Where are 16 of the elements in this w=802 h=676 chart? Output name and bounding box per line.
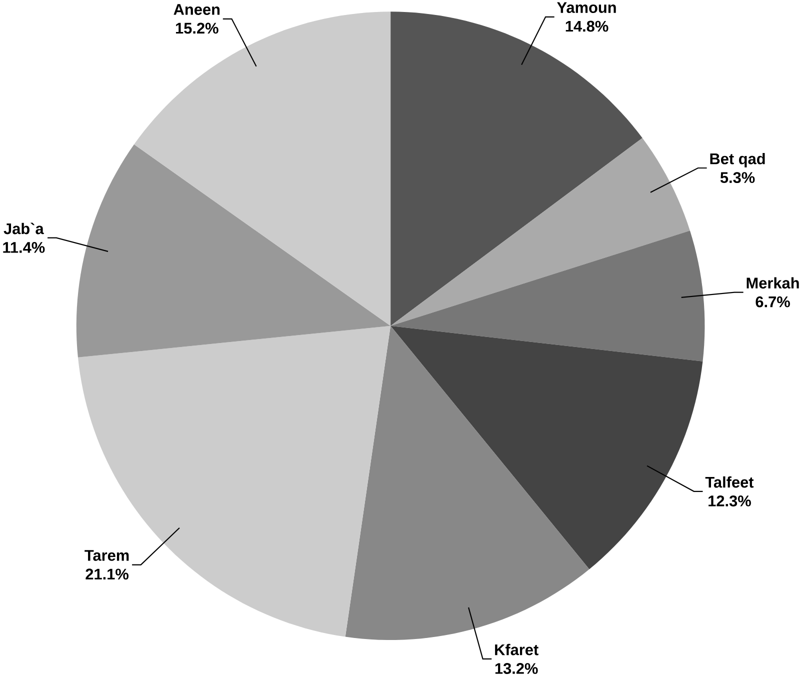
slice-label: Jab`a [4, 222, 44, 234]
data-label: 13.2% [495, 662, 538, 674]
data-label: 12.3% [708, 495, 751, 506]
slice-label: Merkah [746, 277, 799, 288]
data-label: 5.3% [720, 172, 755, 183]
slice-label: Yamoun [557, 2, 616, 13]
data-label: 14.8% [566, 20, 608, 32]
data-label: 15.2% [176, 22, 218, 34]
slice-label: Aneen [174, 4, 220, 15]
data-label: 11.4% [3, 242, 45, 253]
slice-label: Bet qad [710, 152, 765, 168]
data-label: 6.7% [756, 296, 790, 308]
slice-label: Kfaret [495, 644, 538, 656]
slice-label: Tarem [84, 550, 129, 561]
slice-label: Talfeet [705, 476, 754, 488]
data-label: 21.1% [86, 568, 128, 580]
